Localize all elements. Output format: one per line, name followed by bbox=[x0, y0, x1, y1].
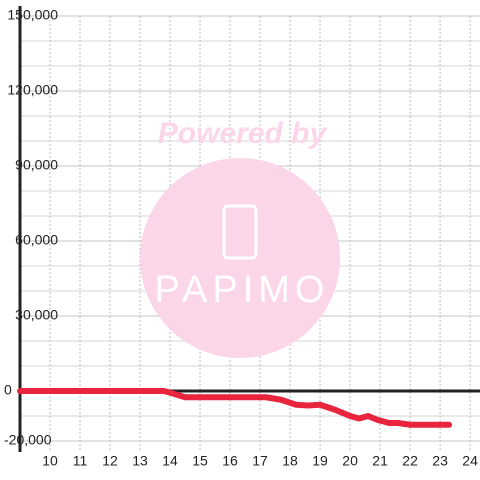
x-tick-label: 10 bbox=[42, 453, 58, 469]
x-tick-label: 22 bbox=[402, 453, 418, 469]
series-line bbox=[17, 388, 453, 428]
y-tick-label: 0 bbox=[4, 382, 12, 398]
y-tick-label: -20,000 bbox=[4, 432, 52, 448]
watermark-phone bbox=[222, 204, 258, 260]
y-tick-label: 90,000 bbox=[15, 157, 58, 173]
x-tick-label: 20 bbox=[342, 453, 358, 469]
y-tick-label: 120,000 bbox=[7, 82, 58, 98]
x-tick-label: 17 bbox=[252, 453, 268, 469]
x-tick-label: 23 bbox=[432, 453, 448, 469]
y-tick-label: 60,000 bbox=[15, 232, 58, 248]
x-tick-label: 14 bbox=[162, 453, 178, 469]
x-tick-label: 11 bbox=[73, 453, 88, 469]
watermark-text: Powered by bbox=[158, 117, 328, 150]
x-tick-label: 16 bbox=[222, 453, 238, 469]
watermark: PAPIMO Powered by bbox=[140, 117, 340, 358]
x-tick-label: 15 bbox=[192, 453, 208, 469]
x-tick-label: 21 bbox=[372, 453, 388, 469]
x-tick-label: 12 bbox=[102, 453, 118, 469]
plot bbox=[17, 6, 480, 452]
x-tick-label: 13 bbox=[132, 453, 148, 469]
x-tick-label: 18 bbox=[282, 453, 298, 469]
y-tick-label: 150,000 bbox=[7, 7, 58, 23]
x-tick-label: 24 bbox=[462, 453, 478, 469]
watermark-logo: PAPIMO bbox=[155, 269, 330, 311]
y-tick-label: 30,000 bbox=[15, 307, 58, 323]
x-tick-label: 19 bbox=[312, 453, 328, 469]
